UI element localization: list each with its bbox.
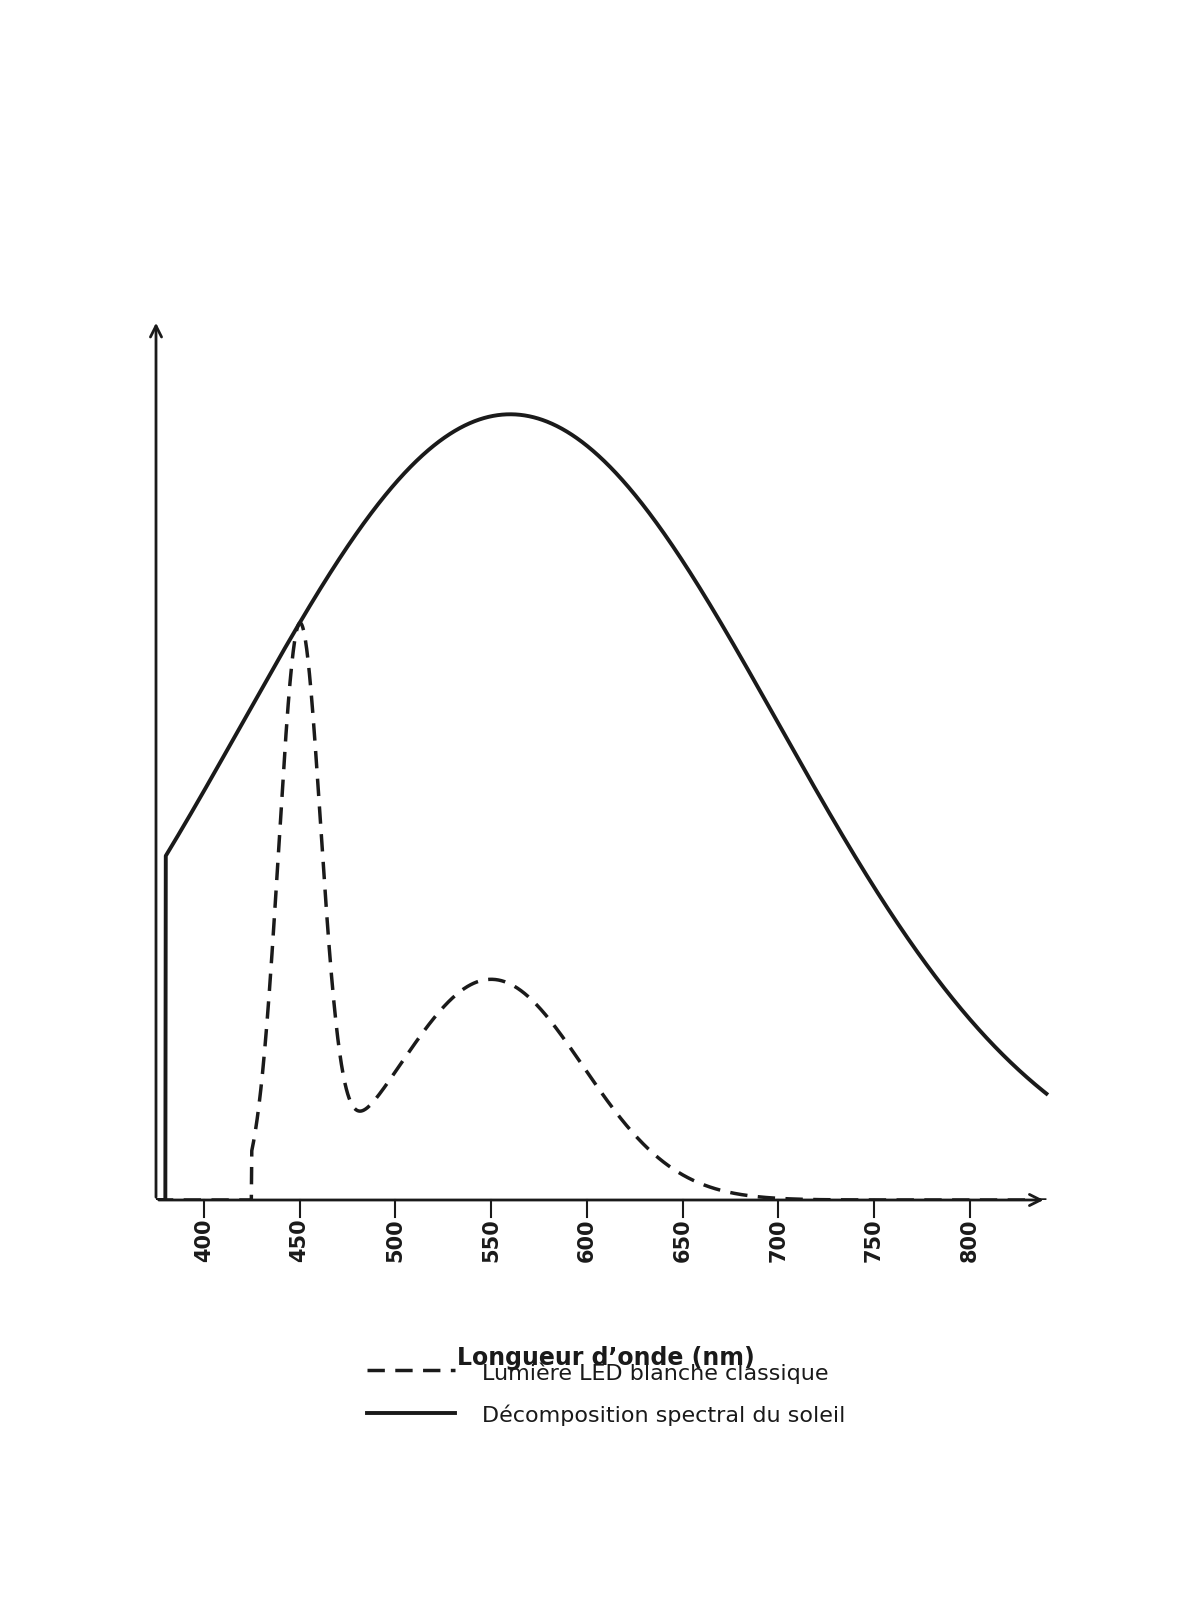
Legend: Lumière LED blanche classique, Décomposition spectral du soleil: Lumière LED blanche classique, Décomposi… bbox=[358, 1352, 854, 1435]
X-axis label: Longueur d’onde (nm): Longueur d’onde (nm) bbox=[457, 1346, 755, 1370]
